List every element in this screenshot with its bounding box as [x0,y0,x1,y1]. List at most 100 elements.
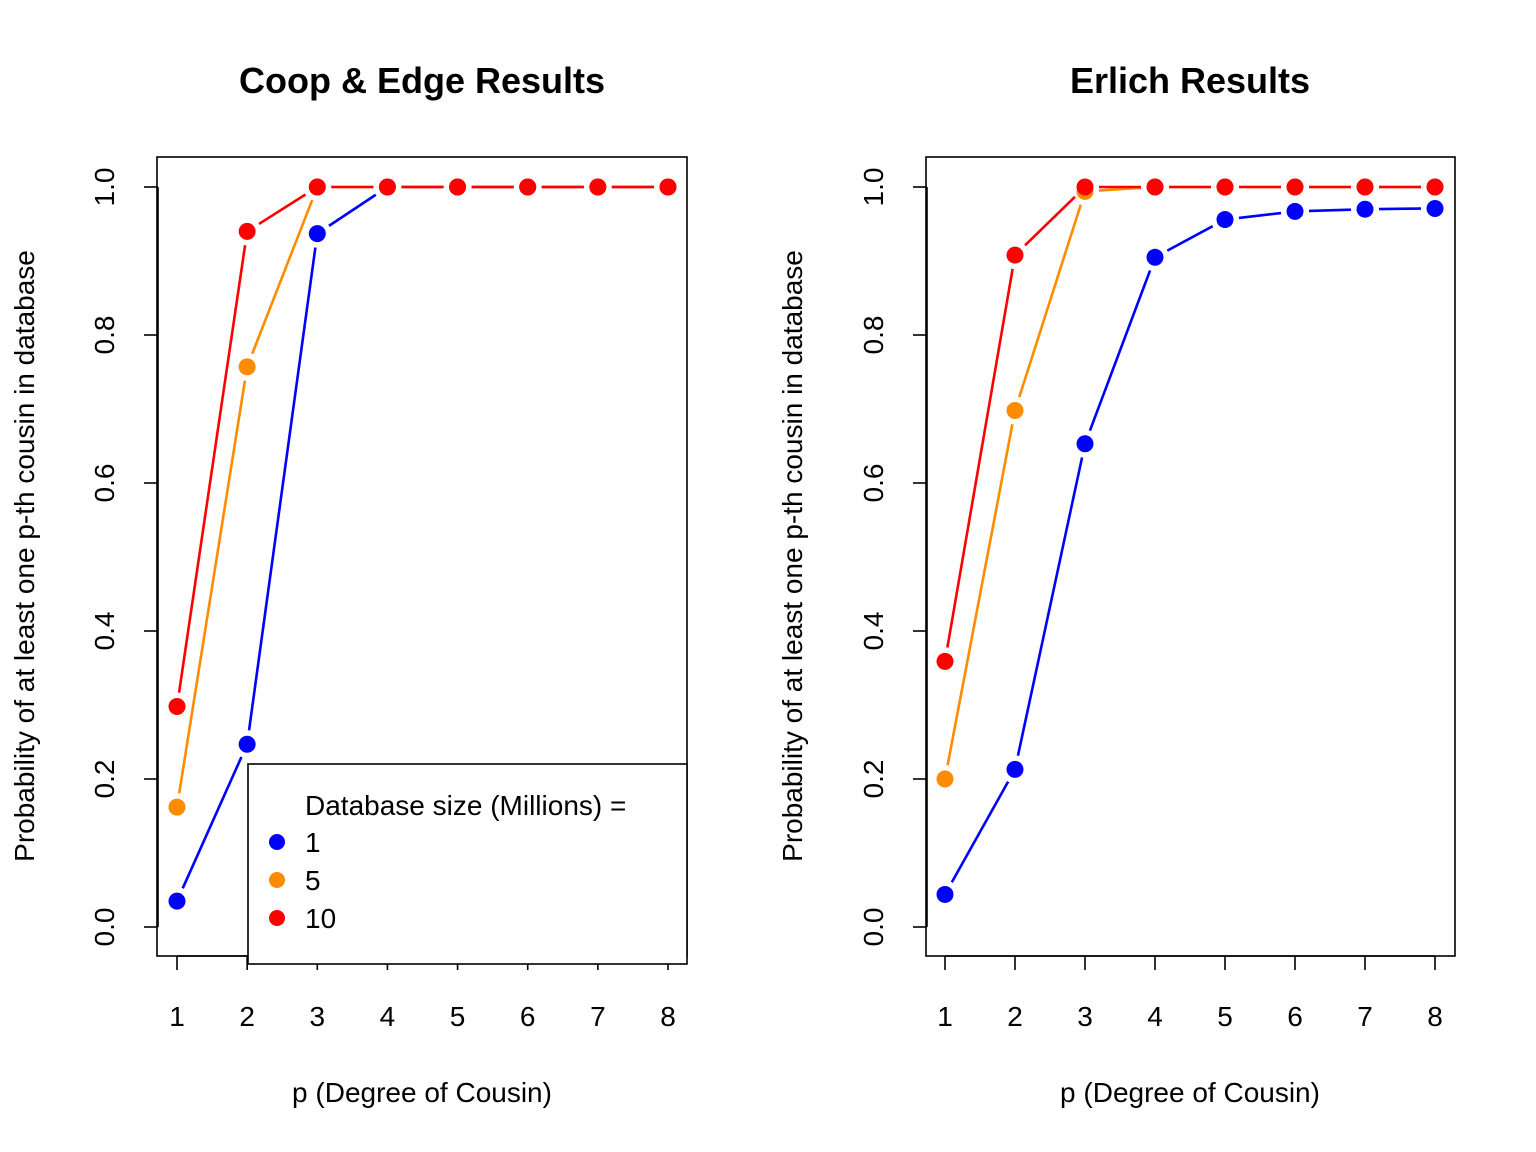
erlich-title: Erlich Results [1070,60,1310,101]
erlich-series-1-line-segment [1166,225,1214,252]
coop-edge-x-tick-label: 8 [660,1001,676,1032]
coop-edge-x-tick-label: 4 [380,1001,396,1032]
legend-label-1: 1 [305,827,321,858]
erlich-series-1-point [1426,199,1444,217]
erlich-series-5-point [1006,401,1024,419]
erlich-series-10-point [1076,178,1094,196]
erlich-y-tick-label: 0.4 [858,612,889,651]
coop-edge-series-10-point [449,178,467,196]
coop-edge-series-1-line-segment [247,247,317,731]
erlich-series-10-point [1006,246,1024,264]
coop-edge-y-tick-label: 1.0 [89,168,120,207]
coop-edge-series-5-point [168,798,186,816]
coop-edge-series-1-line-segment [181,756,243,889]
erlich-plot-frame [925,156,1456,957]
legend-title: Database size (Millions) = [305,790,626,821]
coop-edge-axes: 1 2 3 4 5 6 7 8 0.0 0.2 0.4 0.6 0.8 1.0 [89,168,676,1032]
legend-marker-5 [269,872,285,888]
erlich-series-10-line-segment [946,268,1014,648]
erlich-panel: Erlich Results p (Degree of Cousin) Prob… [777,60,1456,1108]
erlich-series-1-point [936,885,954,903]
legend-box [247,763,688,965]
legend-marker-1 [269,834,285,850]
erlich-series-1-point [1076,435,1094,453]
coop-edge-series-10-point [308,178,326,196]
coop-edge-series-10-line-segment [177,245,247,693]
erlich-y-tick-label: 0.6 [858,464,889,503]
erlich-x-axis-label: p (Degree of Cousin) [1060,1077,1320,1108]
coop-edge-x-tick-label: 7 [590,1001,606,1032]
erlich-series-5-line-segment [1098,186,1142,192]
coop-edge-series-1-point [308,225,326,243]
erlich-y-axis-label: Probability of at least one p-th cousin … [777,250,808,862]
coop-edge-y-tick-label: 0.4 [89,612,120,651]
coop-edge-x-tick-label: 1 [169,1001,185,1032]
erlich-series-10-point [936,652,954,670]
erlich-x-tick-label: 1 [937,1001,953,1032]
erlich-x-tick-label: 6 [1287,1001,1303,1032]
coop-edge-title: Coop & Edge Results [239,60,605,101]
erlich-series-5-line-segment [1018,204,1082,398]
erlich-series-10-point [1356,178,1374,196]
coop-edge-x-tick-label: 5 [450,1001,466,1032]
erlich-series-10-point [1286,178,1304,196]
erlich-y-tick-label: 0.8 [858,316,889,355]
coop-edge-panel: Coop & Edge Results p (Degree of Cousin)… [9,60,688,1108]
erlich-series-1-point [1356,200,1374,218]
coop-edge-y-axis-label: Probability of at least one p-th cousin … [9,250,40,862]
coop-edge-series-1-point [238,735,256,753]
erlich-x-tick-label: 2 [1007,1001,1023,1032]
erlich-series-1-point [1146,248,1164,266]
erlich-series-1-line-segment [1088,269,1152,432]
coop-edge-series-10-point [378,178,396,196]
erlich-series-1-line-segment [1238,211,1282,220]
erlich-y-tick-label: 0.2 [858,760,889,799]
coop-edge-y-tick-label: 0.8 [89,316,120,355]
coop-edge-series-10-line-segment [258,193,307,226]
erlich-y-tick-label: 0.0 [858,908,889,947]
legend-label-5: 5 [305,865,321,896]
coop-edge-series-1-line-segment [328,193,377,227]
coop-edge-series-10-point [519,178,537,196]
erlich-series-10-point [1146,178,1164,196]
legend-label-10: 10 [305,903,336,934]
coop-edge-x-axis-label: p (Degree of Cousin) [292,1077,552,1108]
erlich-series-5-line-segment [946,423,1014,766]
coop-edge-y-tick-label: 0.2 [89,760,120,799]
coop-edge-x-tick-label: 3 [309,1001,325,1032]
erlich-x-tick-label: 8 [1427,1001,1443,1032]
legend: Database size (Millions) = 1 5 10 [247,763,688,965]
coop-edge-series-10-point [238,222,256,240]
erlich-series-10-point [1426,178,1444,196]
erlich-series-1-line-segment [950,780,1010,883]
erlich-y-tick-label: 1.0 [858,168,889,207]
erlich-x-tick-label: 5 [1217,1001,1233,1032]
coop-edge-series-10-point [168,697,186,715]
coop-edge-series-10-point [659,178,677,196]
coop-edge-series-5-line-segment [251,199,314,355]
erlich-x-tick-label: 4 [1147,1001,1163,1032]
erlich-x-tick-label: 7 [1357,1001,1373,1032]
erlich-points [936,178,1444,903]
erlich-series-1-point [1286,202,1304,220]
erlich-series-1-point [1006,760,1024,778]
coop-edge-series-1-point [168,892,186,910]
coop-edge-series-10-point [589,178,607,196]
coop-edge-x-tick-label: 2 [239,1001,255,1032]
erlich-x-tick-label: 3 [1077,1001,1093,1032]
coop-edge-x-tick-label: 6 [520,1001,536,1032]
erlich-series-1-point [1216,211,1234,229]
coop-edge-series-lines [177,185,654,889]
coop-edge-series-5-line-segment [177,380,247,794]
legend-marker-10 [269,910,285,926]
erlich-series-1-line-segment [1016,457,1084,756]
erlich-series-lines [946,185,1422,883]
erlich-series-10-line-segment [1024,195,1076,247]
erlich-series-5-point [936,770,954,788]
coop-edge-y-tick-label: 0.0 [89,908,120,947]
coop-edge-series-5-point [238,358,256,376]
coop-edge-points [168,178,677,910]
erlich-series-10-point [1216,178,1234,196]
erlich-series-1-line-segment [1308,208,1352,213]
